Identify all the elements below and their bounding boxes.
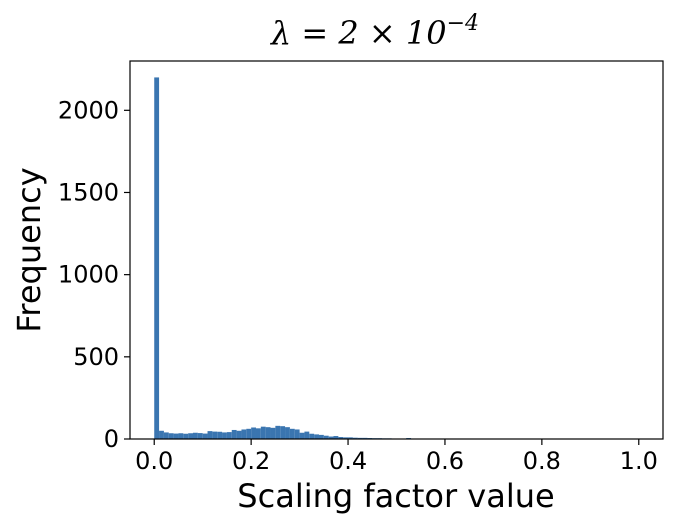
histogram-bar-32 <box>309 433 315 439</box>
histogram-bar-17 <box>236 430 242 439</box>
histogram-bar-0 <box>154 77 160 440</box>
histogram-bar-23 <box>265 427 271 439</box>
histogram-bar-12 <box>212 431 218 439</box>
x-axis-ticks: 0.0 0.2 0.4 0.6 0.8 1.0 <box>135 439 658 475</box>
histogram-bar-41 <box>352 437 358 439</box>
histogram-bar-24 <box>270 427 276 439</box>
histogram-bar-9 <box>197 433 203 439</box>
x-tick-label-4: 0.8 <box>523 447 561 475</box>
plot-frame <box>129 60 664 440</box>
histogram-bar-14 <box>222 432 227 439</box>
histogram-bar-28 <box>289 428 295 439</box>
histogram-bar-25 <box>275 425 281 439</box>
histogram-bar-39 <box>343 437 349 439</box>
histogram-bar-5 <box>178 433 184 439</box>
histogram-bar-8 <box>192 432 198 439</box>
histogram-bar-33 <box>314 434 319 439</box>
histogram-bar-13 <box>217 431 223 439</box>
histogram-bar-27 <box>285 427 290 439</box>
x-tick-label-2: 0.4 <box>329 447 367 475</box>
histogram-bar-34 <box>318 434 324 439</box>
histogram-bar-16 <box>231 429 237 439</box>
x-tick-label-3: 0.6 <box>426 447 464 475</box>
histogram-bar-11 <box>207 431 213 439</box>
x-tick-label-5: 1.0 <box>620 447 658 475</box>
histogram-bar-29 <box>294 429 300 439</box>
histogram-bar-18 <box>241 429 247 439</box>
histogram-bar-20 <box>251 427 256 439</box>
histogram-bar-38 <box>338 437 344 439</box>
histogram-bars <box>154 77 639 440</box>
histogram-bar-30 <box>299 432 305 439</box>
histogram-bar-3 <box>168 433 174 439</box>
y-tick-label-0: 0 <box>104 425 119 453</box>
y-tick-label-1: 500 <box>73 343 119 371</box>
y-axis-ticks: 0 500 1000 1500 2000 <box>58 96 130 453</box>
x-tick-label-0: 0.0 <box>135 447 173 475</box>
histogram-bar-6 <box>183 433 189 439</box>
histogram-bar-40 <box>348 437 353 439</box>
y-axis-label: Frequency <box>10 167 48 332</box>
y-tick-label-2: 1000 <box>58 261 119 289</box>
histogram-bar-19 <box>246 428 252 439</box>
y-tick-label-3: 1500 <box>58 178 119 206</box>
histogram-bar-4 <box>173 433 179 439</box>
chart-title-main: λ = 2 × 10 <box>269 14 447 52</box>
histogram-bar-26 <box>280 426 286 439</box>
histogram-bar-36 <box>328 436 334 439</box>
histogram-bar-35 <box>323 435 329 439</box>
histogram-bar-37 <box>333 436 339 439</box>
histogram-bar-22 <box>260 426 266 439</box>
histogram-bar-2 <box>163 432 169 439</box>
chart-title: λ = 2 × 10−4 <box>269 11 479 52</box>
x-tick-label-1: 0.2 <box>232 447 270 475</box>
histogram-bar-15 <box>226 432 232 439</box>
histogram-bar-10 <box>202 433 208 439</box>
histogram-bar-21 <box>255 428 261 439</box>
histogram-bar-31 <box>304 431 310 439</box>
x-axis-label: Scaling factor value <box>237 477 554 515</box>
histogram-bar-1 <box>159 430 164 439</box>
histogram-bar-7 <box>188 433 193 439</box>
chart-title-exponent: −4 <box>447 11 479 36</box>
y-tick-label-4: 2000 <box>58 96 119 124</box>
